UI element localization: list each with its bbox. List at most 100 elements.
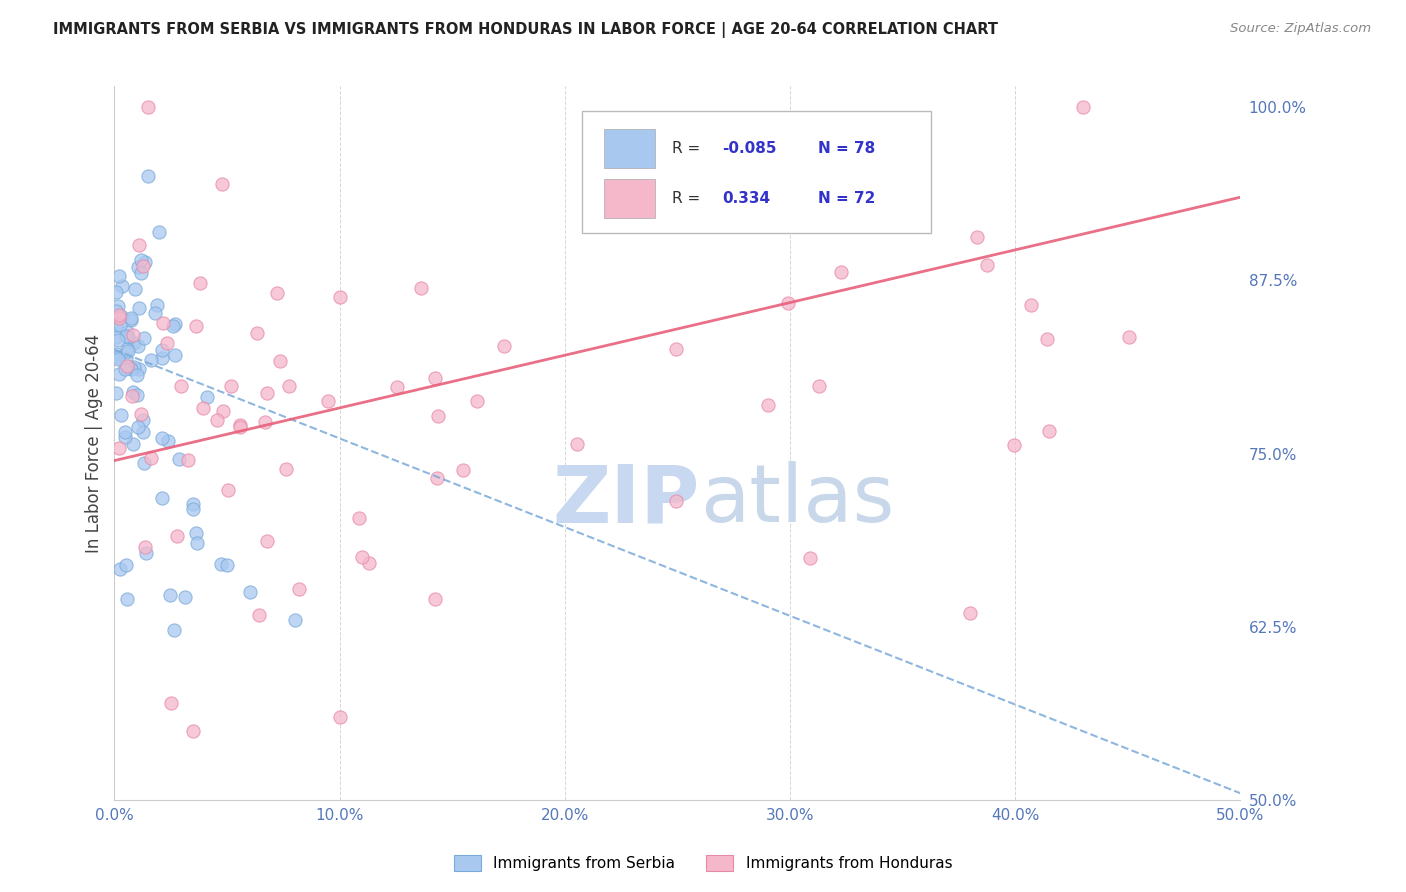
Point [134,254,156,268]
Point [247,608,270,623]
Point [114,430,136,444]
Point [170,379,193,393]
Point [256,386,278,401]
Point [122,437,145,451]
Text: R =: R = [672,191,710,206]
Point [188,276,211,290]
Point [131,267,153,281]
Point [387,380,409,394]
Point [143,306,166,320]
Point [114,362,136,376]
Point [132,412,155,426]
Point [423,370,446,384]
Point [274,461,297,475]
Point [141,353,163,368]
Point [229,419,252,434]
Point [177,452,200,467]
Point [316,393,339,408]
Point [283,613,305,627]
Point [159,696,181,710]
Point [173,590,195,604]
Point [186,318,208,333]
Point [145,298,167,312]
Point [107,350,129,364]
Point [256,533,278,548]
Point [166,529,188,543]
Point [426,409,449,423]
Point [125,368,148,382]
Point [1118,330,1140,344]
Point [245,326,267,341]
Point [778,295,800,310]
Point [110,408,132,422]
FancyBboxPatch shape [605,129,655,169]
Point [115,326,138,340]
Text: ZIP: ZIP [553,461,700,540]
Point [1021,298,1043,312]
Point [132,259,155,273]
Point [108,441,131,455]
Point [120,310,142,325]
Point [108,268,131,283]
Point [409,281,432,295]
Point [152,316,174,330]
Legend: Immigrants from Serbia, Immigrants from Honduras: Immigrants from Serbia, Immigrants from … [447,849,959,877]
Point [195,390,218,404]
Point [329,710,352,724]
Point [104,329,127,343]
Point [104,285,127,299]
Point [799,550,821,565]
Point [266,286,288,301]
Point [110,309,132,323]
Point [117,344,139,359]
Point [181,723,204,738]
Point [150,343,173,357]
Point [110,278,132,293]
Point [162,319,184,334]
Point [108,308,131,322]
Text: R =: R = [672,141,704,156]
Point [426,471,449,485]
Point [121,328,143,343]
Point [1038,424,1060,438]
Point [131,425,153,439]
Point [107,351,129,366]
Point [135,546,157,560]
Point [215,558,238,572]
Text: 0.334: 0.334 [723,191,770,206]
Point [114,351,136,365]
Point [114,558,136,572]
Point [205,413,228,427]
Point [186,535,208,549]
Point [105,346,128,360]
Point [156,434,179,449]
Point [117,592,139,607]
Point [181,497,204,511]
Point [152,491,174,506]
Text: -0.085: -0.085 [723,141,778,156]
Text: IMMIGRANTS FROM SERBIA VS IMMIGRANTS FROM HONDURAS IN LABOR FORCE | AGE 20-64 CO: IMMIGRANTS FROM SERBIA VS IMMIGRANTS FRO… [53,22,998,38]
Point [159,587,181,601]
Point [150,351,173,366]
Point [134,540,156,554]
Point [127,388,149,402]
Point [217,483,239,498]
Point [329,290,352,304]
Point [122,335,145,350]
Point [155,335,177,350]
Point [115,342,138,356]
Point [665,494,688,508]
Point [565,437,588,451]
Point [136,169,159,184]
Point [976,258,998,272]
Point [128,301,150,316]
Point [122,385,145,400]
Point [141,450,163,465]
Point [756,398,779,412]
Point [163,348,186,362]
Point [238,585,260,599]
Y-axis label: In Labor Force | Age 20-64: In Labor Force | Age 20-64 [86,334,103,553]
Point [288,582,311,596]
Point [959,606,981,620]
Point [104,385,127,400]
